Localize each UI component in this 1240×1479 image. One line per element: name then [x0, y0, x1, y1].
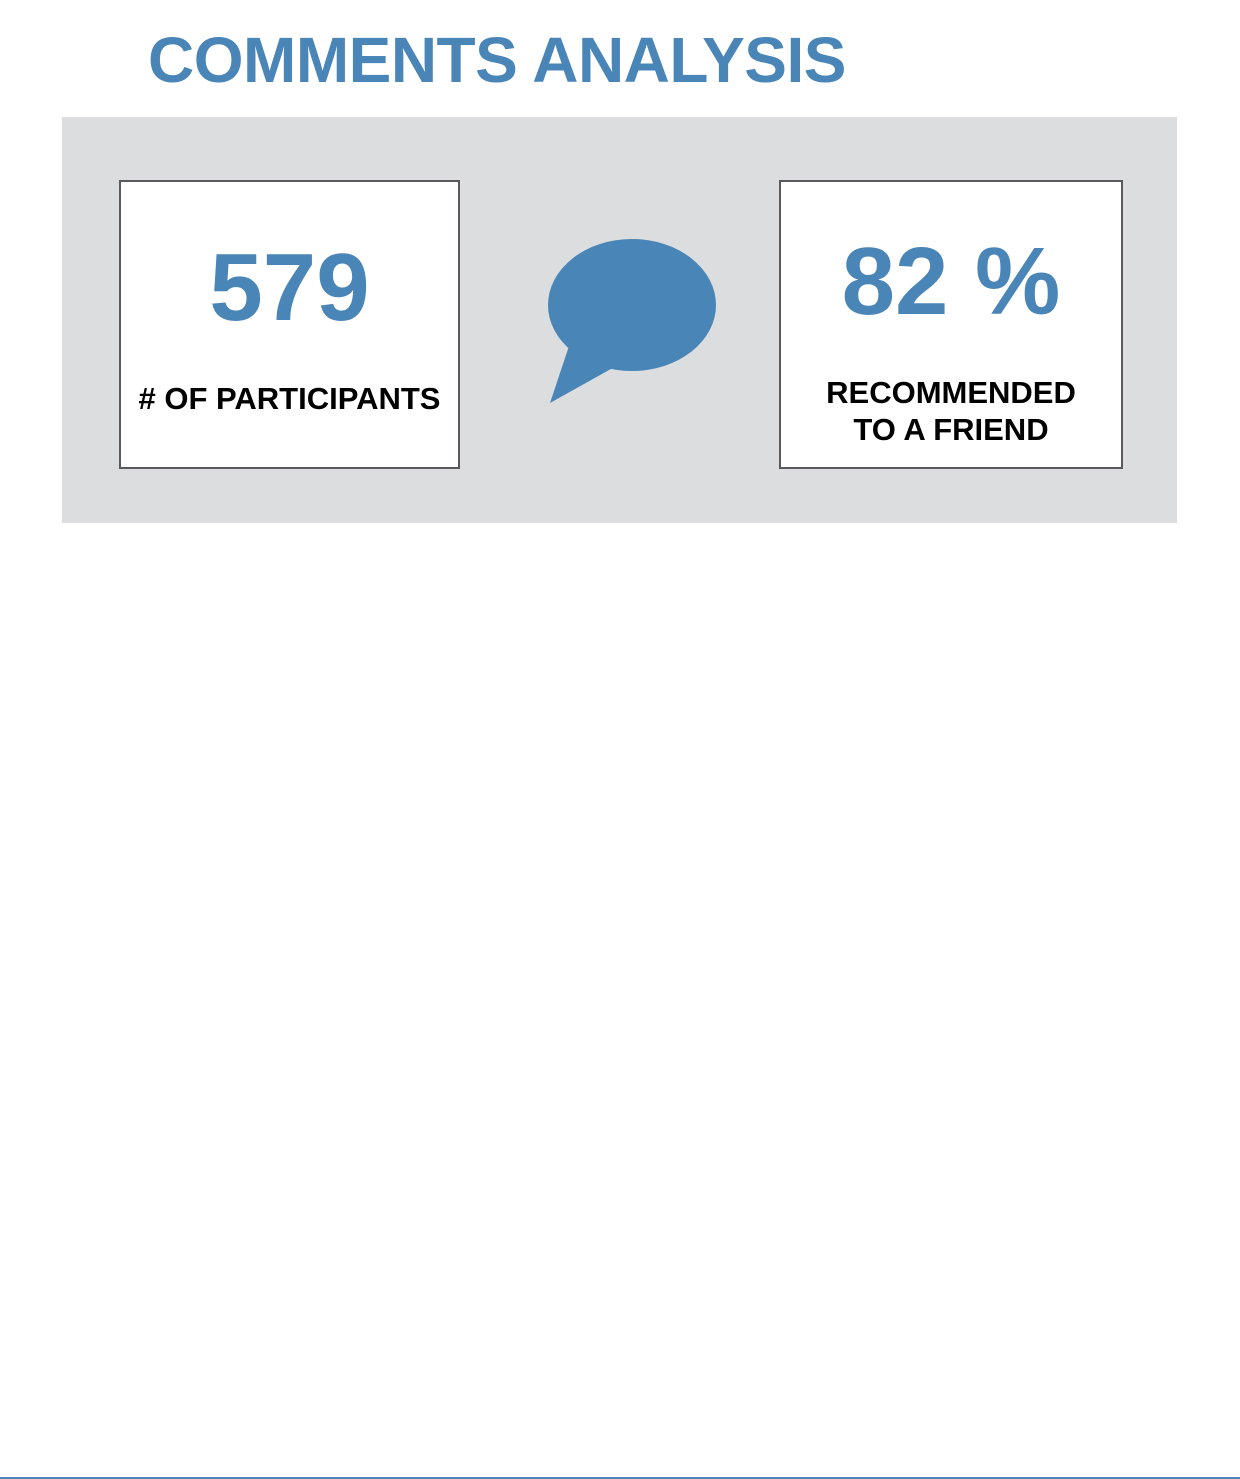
recommended-card: 82 % RECOMMENDED TO A FRIEND — [779, 180, 1123, 469]
stats-panel: 579 # OF PARTICIPANTS 82 % RECOMMENDED T… — [62, 117, 1177, 523]
recommended-label: RECOMMENDED TO A FRIEND — [826, 375, 1076, 447]
participants-label: # OF PARTICIPANTS — [138, 381, 441, 416]
participants-card: 579 # OF PARTICIPANTS — [119, 180, 460, 469]
footer-divider — [0, 1477, 1240, 1479]
speech-bubble-icon — [546, 239, 718, 407]
page-title: COMMENTS ANALYSIS — [148, 24, 846, 96]
participants-count: 579 — [209, 234, 370, 341]
recommended-percentage: 82 % — [841, 228, 1061, 335]
